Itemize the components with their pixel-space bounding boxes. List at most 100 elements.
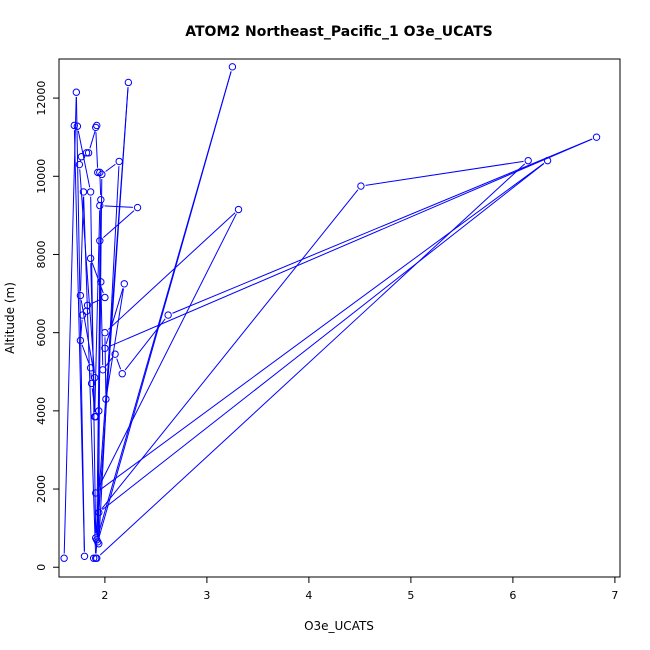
- x-tick-label: 7: [611, 589, 618, 602]
- series-line-segment: [99, 163, 526, 556]
- x-tick-label: 4: [305, 589, 312, 602]
- data-point: [164, 311, 172, 319]
- series-line-segment: [105, 163, 116, 172]
- series-line-segment: [98, 166, 120, 540]
- data-point: [91, 373, 99, 382]
- series-line-segment: [108, 212, 236, 330]
- data-point: [76, 336, 85, 345]
- data-point: [95, 540, 103, 548]
- data-point: [80, 552, 89, 560]
- data-point: [234, 205, 243, 214]
- y-tick-label: 6000: [35, 319, 48, 347]
- data-point: [124, 78, 133, 87]
- series-line-segment: [109, 138, 593, 347]
- data-point: [98, 170, 106, 179]
- data-point: [86, 364, 95, 372]
- series-line-segment: [73, 130, 85, 552]
- series-line-segment: [90, 263, 96, 413]
- data-point: [96, 237, 104, 245]
- x-tick-label: 3: [203, 589, 210, 602]
- data-point: [93, 554, 101, 562]
- chart-title: ATOM2 Northeast_Pacific_1 O3e_UCATS: [185, 24, 493, 40]
- series-line-segment: [98, 71, 232, 538]
- y-tick-label: 2000: [35, 475, 48, 503]
- data-point: [60, 554, 68, 562]
- series-line-segment: [116, 358, 122, 370]
- data-point: [94, 168, 102, 177]
- series-line-segment: [102, 163, 545, 510]
- x-tick-label: 2: [101, 589, 108, 602]
- data-point: [82, 307, 91, 315]
- series-line-segment: [105, 357, 113, 367]
- series-line-segment: [91, 388, 96, 413]
- data-point: [72, 88, 81, 96]
- series-line-segment: [91, 298, 101, 304]
- y-tick-label: 0: [35, 564, 48, 571]
- data-point: [96, 201, 104, 210]
- data-point: [92, 413, 100, 421]
- y-tick-label: 10000: [35, 159, 48, 194]
- data-point: [87, 379, 96, 388]
- data-point: [228, 63, 237, 71]
- data-point: [82, 149, 91, 157]
- series-line-segment: [99, 177, 102, 196]
- data-point: [524, 156, 532, 165]
- series-line-segment: [172, 138, 593, 314]
- data-point: [101, 344, 109, 352]
- data-point: [84, 149, 93, 157]
- x-tick-label: 5: [407, 589, 414, 602]
- series-line-segment: [63, 96, 77, 554]
- series-line-segment: [124, 318, 166, 371]
- data-point: [97, 278, 105, 286]
- data-point: [120, 280, 128, 288]
- series-line-segment: [81, 344, 90, 364]
- x-tick-label: 6: [509, 589, 516, 602]
- data-point: [102, 395, 110, 403]
- data-point: [111, 350, 119, 358]
- data-point: [133, 203, 142, 212]
- data-point: [86, 254, 95, 263]
- data-point: [115, 157, 123, 166]
- y-axis-label: Altitude (m): [3, 282, 17, 354]
- data-point: [96, 168, 104, 177]
- data-point: [592, 133, 601, 141]
- y-tick-label: 8000: [35, 240, 48, 268]
- data-point: [77, 153, 86, 161]
- series-line-segment: [95, 87, 129, 554]
- data-point: [95, 407, 103, 415]
- data-point: [95, 508, 103, 517]
- data-point: [118, 370, 126, 378]
- data-point: [86, 188, 95, 196]
- series-line-segment: [97, 213, 237, 489]
- data-point: [73, 122, 82, 130]
- y-tick-label: 4000: [35, 397, 48, 425]
- y-tick-label: 12000: [35, 81, 48, 116]
- series-line-segment: [365, 160, 524, 186]
- x-axis: 2 3 4 5 6 7: [101, 576, 618, 602]
- series-line-segment: [98, 286, 102, 407]
- x-axis-label: O3e_UCATS: [304, 619, 374, 633]
- series-line-segment: [99, 163, 545, 491]
- series-line-segment: [102, 210, 135, 239]
- series-line-segment: [79, 169, 95, 373]
- data-point: [357, 182, 365, 190]
- data-point: [101, 293, 109, 302]
- series-line-segment: [105, 288, 124, 344]
- series-line-segment: [89, 129, 96, 149]
- data-point: [543, 156, 552, 165]
- series-line-segment: [104, 205, 133, 208]
- data-point: [75, 160, 84, 169]
- data-point: [101, 328, 109, 337]
- data-point: [70, 121, 79, 130]
- series-line-segment: [80, 319, 83, 336]
- data-point: [78, 311, 87, 319]
- data-point: [92, 123, 100, 132]
- series-line-segment: [101, 189, 359, 510]
- data-point: [89, 554, 98, 562]
- data-point: [99, 366, 107, 374]
- series-line-segment: [106, 288, 125, 395]
- series-line-segment: [104, 337, 107, 395]
- series-layer: [60, 63, 601, 562]
